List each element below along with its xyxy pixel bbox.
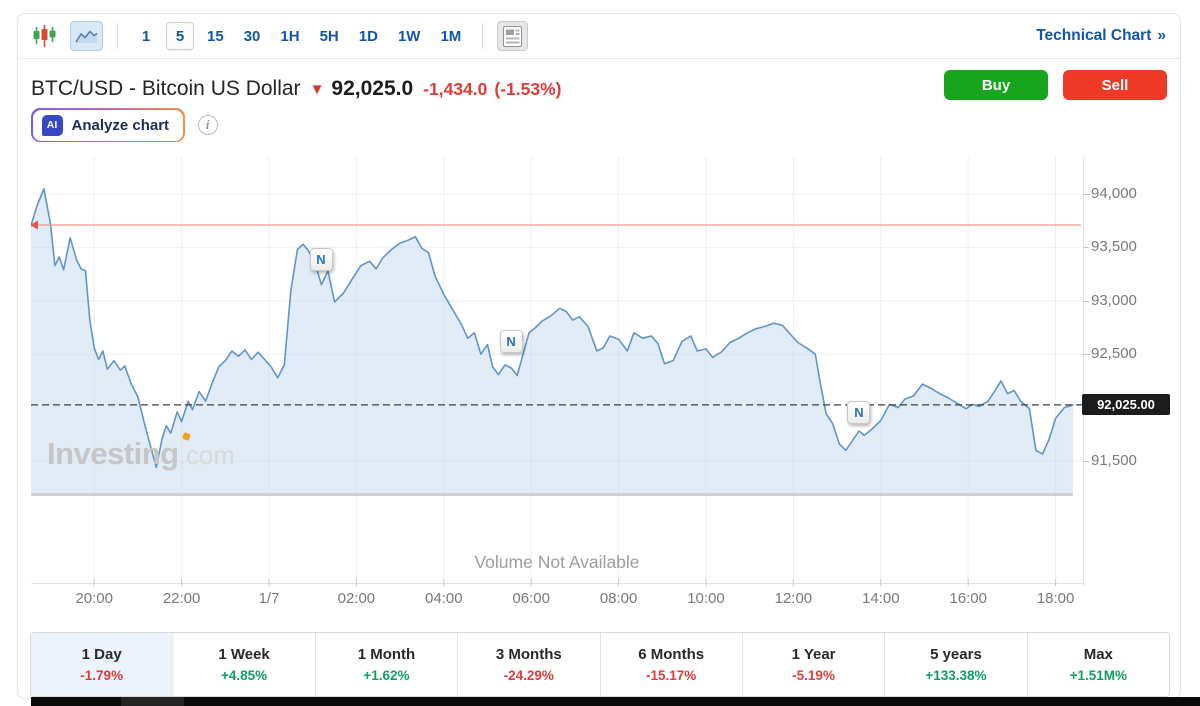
investing-watermark: Investing.com xyxy=(47,432,235,472)
news-event-marker[interactable]: N xyxy=(499,329,523,353)
y-axis-tick xyxy=(1083,300,1089,302)
x-axis-label: 12:00 xyxy=(774,590,813,607)
bottom-black-bar xyxy=(31,697,1200,706)
performance-range-value: -5.19% xyxy=(792,668,835,683)
instrument-header: BTC/USD - Bitcoin US Dollar ▼ 92,025.0 -… xyxy=(31,72,569,106)
news-event-marker[interactable]: N xyxy=(847,401,871,425)
toolbar-divider xyxy=(117,23,118,49)
performance-range-1-year[interactable]: 1 Year -5.19% xyxy=(742,633,886,696)
y-axis-label: 93,500 xyxy=(1091,238,1137,256)
trade-buttons: Buy Sell xyxy=(944,70,1167,100)
interval-1h[interactable]: 1H xyxy=(280,27,300,45)
performance-range-value: +4.85% xyxy=(220,668,268,683)
y-axis-label: 93,000 xyxy=(1091,291,1137,309)
news-event-marker[interactable]: N xyxy=(309,247,333,271)
x-axis-label: 02:00 xyxy=(337,590,376,607)
area-chart-icon[interactable] xyxy=(70,21,103,51)
watermark-main: Investing xyxy=(47,436,179,471)
performance-range-6-months[interactable]: 6 Months -15.17% xyxy=(600,633,743,696)
x-axis-label: 16:00 xyxy=(949,590,987,607)
y-axis-tick xyxy=(1083,194,1089,195)
performance-range-value: -24.29% xyxy=(503,668,554,683)
performance-range-1-week[interactable]: 1 Week +4.85% xyxy=(173,633,316,696)
x-axis-label: 06:00 xyxy=(512,590,550,607)
interval-30[interactable]: 30 xyxy=(243,27,261,45)
x-axis-label: 04:00 xyxy=(425,590,463,607)
performance-range-value: -1.79% xyxy=(80,668,124,683)
price-chart: Investing.com Volume Not Available 92,02… xyxy=(18,154,1182,632)
chart-toolbar: 1 5 15 30 1H 5H 1D 1W 1M Technical Chart » xyxy=(18,14,1180,59)
x-axis-label: 08:00 xyxy=(599,590,638,607)
performance-range-value: -15.17% xyxy=(646,668,697,683)
last-price: 92,025.0 xyxy=(331,77,414,100)
y-axis-tick xyxy=(1083,354,1089,356)
performance-range-value: +1.51M% xyxy=(1069,668,1128,683)
analyze-chart-label: Analyze chart xyxy=(71,116,170,134)
y-axis-label: 91,500 xyxy=(1091,452,1137,469)
chart-canvas[interactable] xyxy=(31,156,1083,586)
current-price-badge: 92,025.00 xyxy=(1082,394,1170,416)
price-down-arrow-icon: ▼ xyxy=(309,80,325,98)
sell-button[interactable]: Sell xyxy=(1063,70,1167,100)
interval-1w[interactable]: 1W xyxy=(397,27,421,45)
x-axis-label: 14:00 xyxy=(862,590,900,607)
analyze-chart-button[interactable]: AI Analyze chart xyxy=(31,108,185,142)
performance-range-label: 3 Months xyxy=(495,646,562,663)
performance-range-1-day[interactable]: 1 Day -1.79% xyxy=(31,633,174,696)
price-change-percent: (-1.53%) xyxy=(494,78,562,99)
performance-range-label: 1 Month xyxy=(357,646,416,663)
interval-1d[interactable]: 1D xyxy=(358,27,378,45)
performance-range-label: 1 Day xyxy=(81,646,122,663)
interval-1[interactable]: 1 xyxy=(141,27,151,45)
technical-chart-link[interactable]: Technical Chart » xyxy=(1036,27,1166,45)
x-axis-label: 1/7 xyxy=(258,590,280,607)
x-axis-label: 22:00 xyxy=(162,590,201,607)
candlestick-chart-icon[interactable] xyxy=(32,23,58,49)
ai-icon: AI xyxy=(41,114,63,136)
interval-group: 1 5 15 30 1H 5H 1D 1W 1M xyxy=(132,22,468,50)
performance-bar: 1 Day -1.79% 1 Week +4.85% 1 Month +1.62% 3 Mo… xyxy=(30,632,1170,697)
performance-range-1-month[interactable]: 1 Month +1.62% xyxy=(315,633,459,696)
instrument-title: BTC/USD - Bitcoin US Dollar xyxy=(31,77,301,100)
volume-note: Volume Not Available xyxy=(474,552,640,572)
performance-range-label: Max xyxy=(1083,646,1113,663)
y-axis-tick xyxy=(1083,461,1089,462)
performance-range-3-months[interactable]: 3 Months -24.29% xyxy=(458,633,601,696)
analyze-row: AI Analyze chart i xyxy=(31,108,218,142)
y-axis-line xyxy=(1083,156,1084,586)
x-axis-label: 10:00 xyxy=(687,590,725,607)
performance-range-5-years[interactable]: 5 years +133.38% xyxy=(885,633,1028,696)
price-change: -1,434.0 xyxy=(423,78,488,99)
performance-range-label: 6 Months xyxy=(638,646,705,663)
y-axis-label: 92,500 xyxy=(1091,345,1137,363)
performance-range-max[interactable]: Max +1.51M% xyxy=(1027,633,1169,696)
technical-chart-label: Technical Chart xyxy=(1036,27,1152,44)
info-icon[interactable]: i xyxy=(197,115,218,135)
watermark-suffix: .com xyxy=(178,440,235,470)
y-axis-label: 94,000 xyxy=(1091,185,1137,202)
performance-range-value: +1.62% xyxy=(363,668,410,683)
x-axis-label: 20:00 xyxy=(75,590,113,607)
performance-range-value: +133.38% xyxy=(925,668,987,683)
interval-5[interactable]: 5 xyxy=(166,22,194,50)
performance-range-label: 5 years xyxy=(930,646,982,663)
y-axis-tick xyxy=(1083,247,1089,249)
interval-5h[interactable]: 5H xyxy=(319,27,339,45)
toolbar-divider xyxy=(482,23,484,49)
chart-widget-card: 1 5 15 30 1H 5H 1D 1W 1M Technical Chart » BTC/US… xyxy=(17,13,1181,699)
news-panel-icon[interactable] xyxy=(497,21,529,51)
buy-button[interactable]: Buy xyxy=(944,70,1048,100)
performance-range-label: 1 Week xyxy=(218,646,270,663)
interval-1m[interactable]: 1M xyxy=(440,27,462,45)
x-axis-label: 18:00 xyxy=(1036,590,1075,607)
chevron-right-icon: » xyxy=(1157,27,1166,44)
interval-15[interactable]: 15 xyxy=(207,27,224,45)
performance-range-label: 1 Year xyxy=(791,646,836,663)
